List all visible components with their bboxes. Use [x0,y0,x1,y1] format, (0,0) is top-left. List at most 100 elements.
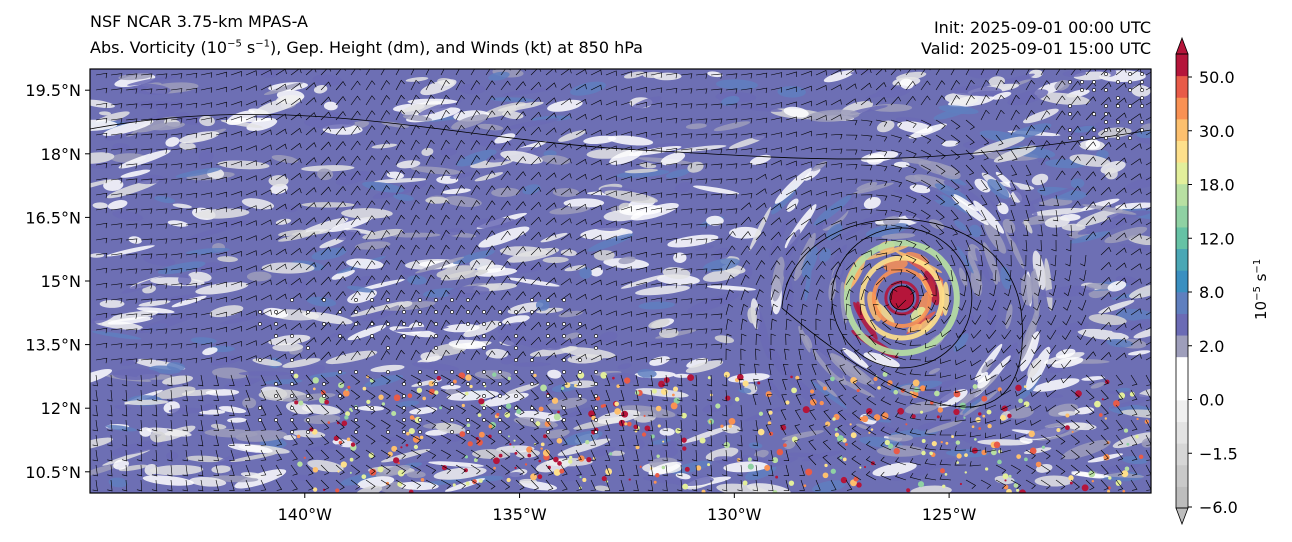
wind-barb [305,172,317,181]
vorticity-patch [849,105,888,114]
convective-speck [1035,461,1042,468]
wind-barb [455,229,465,241]
wind-barb [110,118,123,124]
vorticity-patch [497,322,528,335]
wind-barb [245,145,257,151]
wind-barb [335,111,346,121]
calm-point [290,358,294,362]
wind-barb [215,221,227,228]
wind-barb [110,208,123,214]
wind-barb [136,404,143,417]
wind-barb [425,389,437,399]
convective-speck [345,388,348,392]
vorticity-patch [713,121,751,132]
vorticity-patch [707,71,723,78]
convective-speck [524,463,528,466]
wind-barb [1015,434,1027,440]
wind-barb [860,208,873,214]
vorticity-patch [673,145,727,153]
wind-barb [605,265,617,271]
convective-speck [985,467,989,471]
wind-barb [140,298,153,304]
convective-speck [981,395,988,402]
wind-barb [1115,277,1127,286]
wind-barb [335,321,346,331]
wind-barb [755,87,768,94]
vorticity-patch [876,120,895,133]
wind-barb [890,280,902,287]
vorticity-patch [829,354,870,385]
wind-barb [1070,95,1081,106]
vorticity-patch [954,220,967,231]
vorticity-patch [488,71,510,81]
convective-speck [381,402,386,406]
wind-barb [335,434,345,446]
wind-barb [1100,96,1112,106]
convective-speck [780,424,787,431]
calm-point [482,370,486,374]
vorticity-patch [587,233,634,252]
wind-barb [853,349,862,361]
wind-barb [1025,139,1035,151]
wind-barb [485,320,496,331]
wind-barb [425,449,437,459]
wind-barb [1115,352,1127,361]
wind-barb [785,160,797,167]
wind-barb [155,88,168,94]
convective-speck [764,464,771,471]
wind-barb [395,304,405,316]
vorticity-patch [1127,350,1151,356]
wind-barb [350,290,361,301]
convective-speck [422,396,427,401]
wind-barb [954,445,967,451]
wind-barb [1085,419,1095,431]
wind-barb [680,73,693,79]
vorticity-patch [113,459,129,470]
wind-barb [620,296,632,302]
wind-barb [740,259,751,271]
wind-barb [425,259,435,271]
wind-barb [1040,69,1051,76]
wind-barb [215,266,227,273]
wind-barb [200,222,213,228]
wind-barb [1010,124,1020,136]
wind-barb [125,283,138,289]
vorticity-patch [444,195,482,207]
vorticity-patch [421,147,434,156]
vorticity-patch [705,447,739,461]
wind-barb [1010,179,1017,191]
wind-barb [1115,404,1124,416]
wind-barb [305,69,317,76]
calm-point [1128,120,1132,124]
wind-barb [740,318,748,331]
wind-barb [140,268,153,274]
colorbar-tick-label: 50.0 [1199,68,1235,87]
vorticity-patch [729,226,762,239]
wind-barb [320,126,332,136]
wind-barb [185,297,198,304]
convective-speck [514,466,517,469]
vorticity-patch [1081,376,1105,381]
wind-barb [215,101,227,108]
wind-barb [125,163,138,169]
wind-barb [305,434,314,446]
wind-barb [185,237,198,244]
height-points [258,72,1144,434]
wind-barb [107,464,113,477]
wind-barb [500,185,511,196]
vorticity-patch [630,202,679,221]
wind-barb [305,277,317,286]
vorticity-patch [648,318,670,329]
wind-barb [691,434,698,447]
vorticity-patch [512,362,551,367]
wind-barb [605,340,617,346]
vorticity-patch [449,172,474,179]
wind-barb [647,404,654,417]
wind-barb [260,309,272,316]
convective-speck [964,453,968,457]
wind-barb [215,116,227,123]
convective-speck [492,372,497,377]
convective-speck [516,409,522,415]
wind-barb [170,253,183,259]
wind-barb [680,103,693,109]
